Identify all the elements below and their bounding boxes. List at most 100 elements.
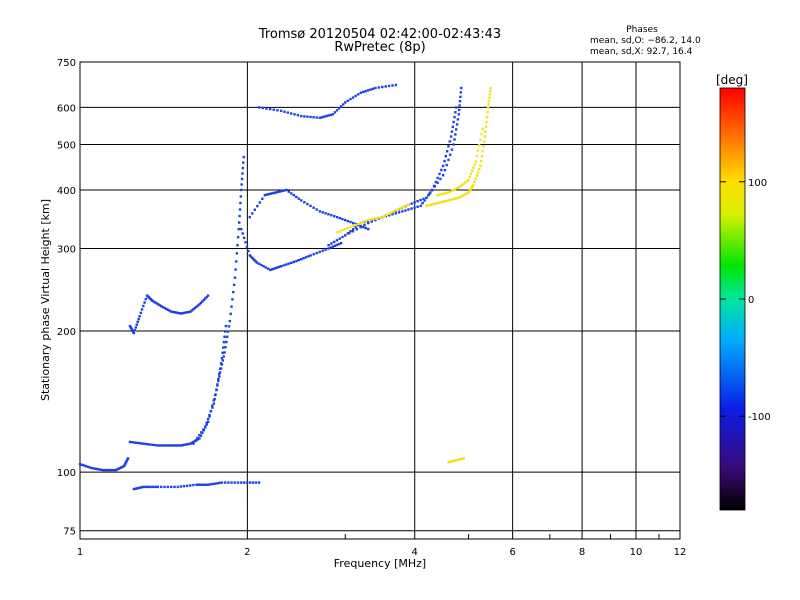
data-point-O [222,346,225,349]
data-point-X [469,187,473,190]
data-point-O [190,441,194,445]
data-point-O [99,468,103,471]
data-point-O [136,320,139,324]
colorbar-ticks: 100 0 -100 [720,178,771,423]
data-point-O [184,443,187,446]
data-point-O [131,441,134,444]
data-point-O [182,484,186,488]
data-point-O [114,468,118,472]
x-tick-label: 10 [630,547,643,558]
data-point-O [222,340,226,344]
data-point-O [227,481,230,484]
data-point-O [233,481,237,484]
data-point-X [445,199,448,203]
data-point-X [472,183,475,187]
data-point-O [450,148,454,151]
y-tick-label: 300 [57,245,76,256]
data-point-O [289,112,293,115]
data-point-O [455,128,458,131]
data-point-O [184,311,187,314]
data-point-O [364,89,367,93]
data-point-O [223,351,226,354]
data-point-O [169,485,173,489]
data-point-O [384,85,387,88]
data-point-O [202,428,205,431]
data-point-O [359,225,362,229]
data-point-O [377,86,381,89]
data-point-O [221,351,224,355]
data-point-O [272,108,275,111]
data-point-O [276,190,279,194]
data-point-O [355,228,358,231]
data-point-O [205,421,208,425]
data-point-O [454,111,457,114]
data-point-O [338,237,341,240]
data-point-O [456,118,460,121]
data-point-O [120,466,123,469]
y-tick-label: 100 [57,468,76,479]
data-point-O [163,485,166,489]
data-point-X [482,145,485,148]
data-point-O [178,444,181,447]
data-point-X [447,461,450,464]
data-point-O [240,183,243,186]
data-point-O [339,105,343,108]
data-point-O [447,145,450,148]
data-point-O [306,115,309,118]
data-point-O [455,123,459,126]
data-point-X [480,133,483,136]
data-point-O [247,249,250,253]
data-point-O [199,483,202,486]
data-point-O [264,266,268,269]
data-point-O [274,266,277,270]
data-point-O [309,254,312,257]
data-point-O [351,228,355,231]
data-point-X [357,222,360,226]
data-point-X [383,214,386,218]
data-point-X [478,167,481,171]
data-point-O [432,184,436,188]
data-point-O [363,220,366,224]
colorbar-tick-label: -100 [748,412,771,423]
data-point-O [344,101,347,104]
data-point-O [272,191,276,195]
data-point-O [263,193,267,197]
data-point-O [404,209,407,212]
data-point-X [449,460,453,463]
data-point-O [96,467,99,471]
data-point-X [462,182,465,185]
data-point-O [209,410,213,413]
data-point-O [215,388,218,392]
data-point-X [469,172,473,176]
data-point-O [290,261,293,265]
data-point-O [175,311,178,314]
data-point-O [179,444,183,447]
data-point-O [137,486,140,490]
data-point-O [295,259,298,263]
data-point-O [154,485,157,489]
y-tick-label: 75 [63,527,76,538]
x-tick-label: 4 [412,547,418,558]
data-point-O [362,225,365,229]
data-point-O [202,298,205,302]
data-point-O [198,433,201,437]
data-point-O [315,251,318,255]
data-point-O [366,89,370,92]
data-point-O [235,260,238,263]
data-point-O [251,481,255,484]
data-point-O [425,196,428,200]
data-point-O [218,372,221,376]
data-point-X [464,193,467,196]
data-point-O [448,140,451,143]
data-point-O [359,91,363,94]
data-point-O [108,468,111,472]
data-point-O [453,138,456,141]
data-point-X [338,229,341,233]
data-point-X [488,93,492,96]
data-point-O [118,466,122,470]
data-point-O [299,258,303,261]
data-point-O [229,312,232,316]
data-point-O [292,193,295,197]
data-point-O [300,114,303,118]
data-point-O [347,232,351,235]
